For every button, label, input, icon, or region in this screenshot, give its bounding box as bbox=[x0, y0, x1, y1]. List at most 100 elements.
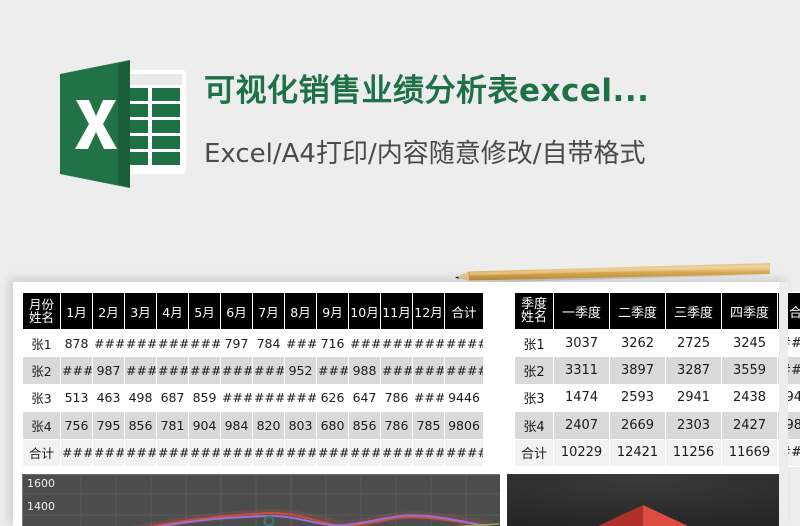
column-header: 1月 bbox=[61, 293, 92, 329]
cell: 3897 bbox=[610, 357, 665, 384]
corner-header-month: 月份 姓名 bbox=[23, 293, 60, 329]
cell: ### bbox=[253, 384, 284, 412]
cell: ### bbox=[413, 384, 444, 412]
cell: ### bbox=[221, 384, 252, 412]
cell: 1474 bbox=[554, 384, 609, 412]
cell: ### bbox=[253, 357, 284, 384]
table-row: 张4 2407 2669 2303 2427 9806 bbox=[515, 412, 800, 439]
column-header: 一季度 bbox=[554, 293, 609, 329]
cell: 3245 bbox=[722, 330, 777, 357]
cell: #### bbox=[445, 439, 483, 466]
cell: 10229 bbox=[554, 439, 609, 466]
row-name: 张2 bbox=[23, 357, 60, 384]
row-name: 张4 bbox=[515, 412, 553, 439]
column-header: 三季度 bbox=[666, 293, 721, 329]
table-row: 张3 513 463 498 687 859 ### ### ### 626 6… bbox=[23, 384, 483, 412]
cell: 878 bbox=[61, 330, 92, 357]
cell: 3037 bbox=[554, 330, 609, 357]
cell: 3311 bbox=[554, 357, 609, 384]
cell: 785 bbox=[413, 412, 444, 439]
cell: ### bbox=[381, 439, 412, 466]
table-header-row: 月份 姓名 1月 2月 3月 4月 5月 6月 7月 8月 9月 bbox=[23, 293, 483, 329]
cell: 680 bbox=[317, 412, 348, 439]
cell: ### bbox=[157, 330, 188, 357]
row-name: 张2 bbox=[515, 357, 553, 384]
column-header: 2月 bbox=[93, 293, 124, 329]
row-name: 合计 bbox=[515, 439, 553, 466]
y-axis-tick-1600: 1600 bbox=[27, 477, 55, 490]
column-header: 合计 bbox=[445, 293, 483, 329]
cell: #### bbox=[445, 357, 483, 384]
series-line-zhang1 bbox=[157, 514, 492, 526]
cell: ### bbox=[285, 439, 316, 466]
cell: 498 bbox=[125, 384, 156, 412]
cell: 756 bbox=[61, 412, 92, 439]
corner-label-bottom: 姓名 bbox=[28, 310, 54, 325]
page-title: 可视化销售业绩分析表excel... bbox=[204, 73, 650, 109]
cell: ### bbox=[93, 439, 124, 466]
table-row: 张1 878 ### ### ### ### 797 784 ### 716 #… bbox=[23, 330, 483, 357]
cell: ### bbox=[93, 330, 124, 357]
cell: 9446 bbox=[445, 384, 483, 412]
cell: ### bbox=[381, 330, 412, 357]
column-header: 7月 bbox=[253, 293, 284, 329]
pie-slice-q1 bbox=[597, 505, 643, 526]
table-row: 张3 1474 2593 2941 2438 9446 bbox=[515, 384, 800, 412]
pencil-icon bbox=[452, 250, 774, 286]
row-name: 张3 bbox=[23, 384, 60, 412]
cell: #### bbox=[445, 330, 483, 357]
cell: 2407 bbox=[554, 412, 609, 439]
cell: 2303 bbox=[666, 412, 721, 439]
cell: 2669 bbox=[610, 412, 665, 439]
cell: 11669 bbox=[722, 439, 777, 466]
cell: ### bbox=[125, 330, 156, 357]
cell: 2438 bbox=[722, 384, 777, 412]
cell: 781 bbox=[157, 412, 188, 439]
y-axis-tick-1400: 1400 bbox=[27, 500, 55, 513]
cell: 626 bbox=[317, 384, 348, 412]
cell: 987 bbox=[93, 357, 124, 384]
cell: 984 bbox=[221, 412, 252, 439]
cell: 647 bbox=[349, 384, 380, 412]
cell: ### bbox=[221, 439, 252, 466]
column-header: 二季度 bbox=[610, 293, 665, 329]
cell: 3559 bbox=[722, 357, 777, 384]
table-row: 张1 3037 3262 2725 3245 #### bbox=[515, 330, 800, 357]
chart-gap bbox=[500, 474, 507, 526]
cell: ### bbox=[317, 357, 348, 384]
cell: 2593 bbox=[610, 384, 665, 412]
cell: ### bbox=[381, 357, 412, 384]
row-name: 张4 bbox=[23, 412, 60, 439]
cell: 687 bbox=[157, 384, 188, 412]
cell: 463 bbox=[93, 384, 124, 412]
table-total-row: 合计 10229 12421 11256 11669 #### bbox=[515, 439, 800, 466]
cell: 716 bbox=[317, 330, 348, 357]
header-banner: 可视化销售业绩分析表excel... Excel/A4打印/内容随意修改/自带格… bbox=[0, 0, 800, 216]
cell: ### bbox=[317, 439, 348, 466]
document-preview-inner: 月份 姓名 1月 2月 3月 4月 5月 6月 7月 8月 9月 bbox=[13, 282, 800, 526]
excel-logo-icon bbox=[58, 58, 188, 190]
pie-chart bbox=[507, 474, 779, 526]
cell: 856 bbox=[125, 412, 156, 439]
cell: 803 bbox=[285, 412, 316, 439]
page-right-margin bbox=[779, 282, 788, 526]
row-name: 张3 bbox=[515, 384, 553, 412]
cell: 797 bbox=[221, 330, 252, 357]
charts-row: 1600 1400 bbox=[22, 474, 779, 526]
page-subtitle: Excel/A4打印/内容随意修改/自带格式 bbox=[204, 139, 646, 169]
corner-label-top: 季度 bbox=[520, 297, 547, 312]
column-header: 4月 bbox=[157, 293, 188, 329]
row-name: 合计 bbox=[23, 439, 60, 466]
cell: 2427 bbox=[722, 412, 777, 439]
cell: ### bbox=[61, 357, 92, 384]
row-name: 张1 bbox=[515, 330, 553, 357]
cell: 859 bbox=[189, 384, 220, 412]
column-header: 四季度 bbox=[722, 293, 777, 329]
document-preview-card: 月份 姓名 1月 2月 3月 4月 5月 6月 7月 8月 9月 bbox=[13, 282, 800, 526]
monthly-sales-table: 月份 姓名 1月 2月 3月 4月 5月 6月 7月 8月 9月 bbox=[22, 292, 484, 467]
corner-header-quarter: 季度 姓名 bbox=[515, 293, 553, 329]
cell: 3262 bbox=[610, 330, 665, 357]
cell: ### bbox=[413, 357, 444, 384]
cell: ### bbox=[221, 357, 252, 384]
